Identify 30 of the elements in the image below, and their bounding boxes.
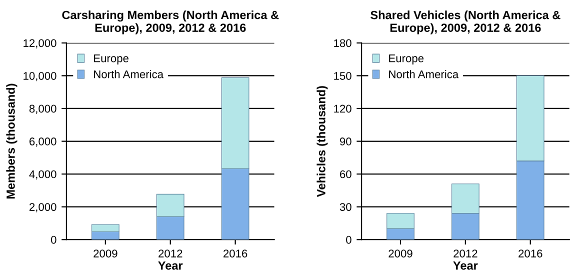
y-tick-label: 0 xyxy=(51,236,56,244)
x-axis-title: Year xyxy=(453,262,478,270)
y-tick-label: 150 xyxy=(334,72,352,80)
y-tick-label: 60 xyxy=(340,170,352,178)
x-tick-label: 2012 xyxy=(158,250,182,258)
legend-label: Europe xyxy=(94,54,128,64)
x-axis-title: Year xyxy=(158,262,183,270)
x-tick-label: 2012 xyxy=(454,250,478,258)
y-tick-label: 10,000 xyxy=(24,72,56,82)
y-tick-label: 4,000 xyxy=(29,170,56,180)
y-tick-label: 120 xyxy=(334,104,352,113)
chart-title: Shared Vehicles (North America & Europe), 2009, 2012 & 2016 xyxy=(370,10,560,34)
y-tick-label: 2,000 xyxy=(30,203,56,212)
y-tick-label: 8,000 xyxy=(29,104,56,114)
y-axis-title: Vehicles (thousand) xyxy=(316,86,328,197)
chart-title: Carsharing Members (North America & Europe), 2009, 2012 & 2016 xyxy=(62,10,279,34)
y-axis-title: Members (thousand) xyxy=(6,84,18,199)
legend-label: North America xyxy=(94,70,164,78)
legend-label: Europe xyxy=(389,54,424,64)
y-tick-label: 90 xyxy=(340,138,352,146)
legend-label: North America xyxy=(389,70,459,78)
x-tick-label: 2009 xyxy=(388,250,412,258)
y-tick-label: 30 xyxy=(340,203,352,211)
y-tick-label: 6,000 xyxy=(30,138,56,147)
y-tick-label: 180 xyxy=(334,39,352,48)
y-tick-label: 12,000 xyxy=(24,39,56,48)
x-tick-label: 2016 xyxy=(518,250,542,258)
x-tick-label: 2009 xyxy=(94,250,118,258)
y-tick-label: 0 xyxy=(346,236,352,244)
x-tick-label: 2016 xyxy=(224,250,248,258)
